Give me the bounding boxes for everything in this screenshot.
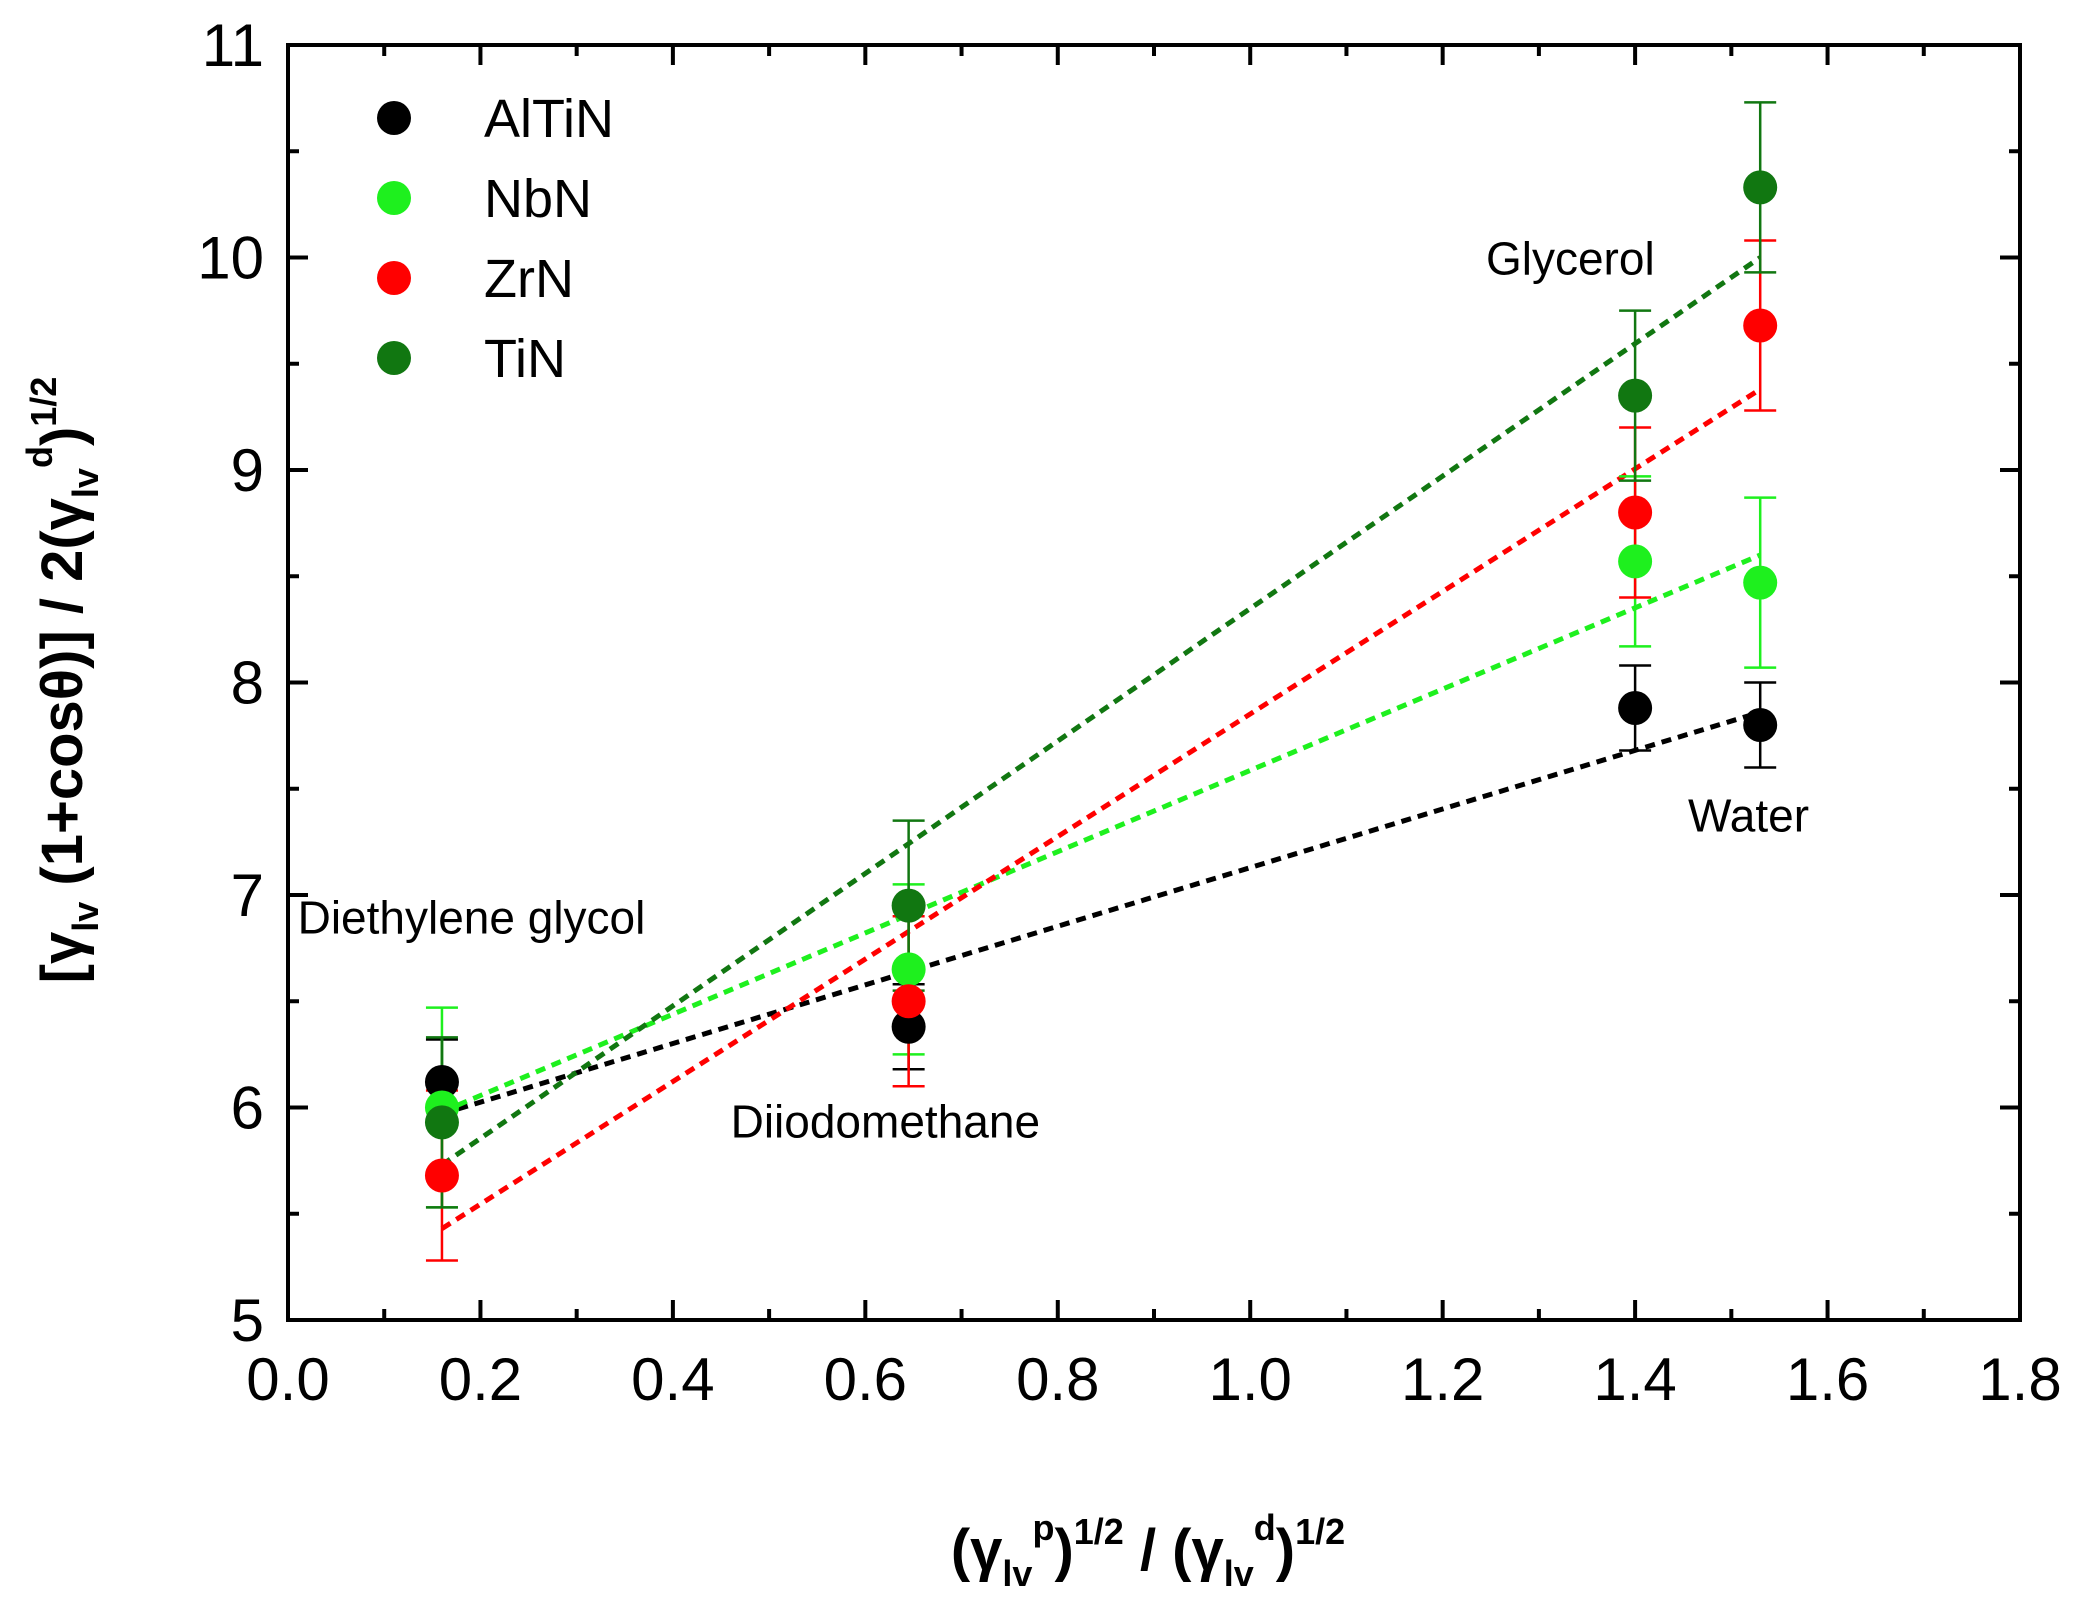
data-points [424,170,1778,1193]
x-tick-label: 0.6 [824,1346,907,1413]
point-zrn [1743,308,1778,343]
legend-marker-zrn [377,261,411,295]
point-tin [1743,170,1778,205]
point-altin [1743,708,1778,742]
x-tick-label: 1.2 [1401,1346,1484,1413]
point-zrn [891,984,926,1019]
x-tick-label: 0.8 [1016,1346,1099,1413]
point-nbn [1618,544,1653,579]
point-altin [891,1009,926,1044]
fit-line-tin [440,255,1762,1167]
y-tick-label: 10 [197,225,264,292]
x-tick-label: 1.0 [1209,1346,1292,1413]
point-tin [891,888,926,923]
x-tick-label: 0.2 [439,1346,522,1413]
fit-line-nbn [440,552,1762,1115]
y-tick-label: 8 [231,650,264,717]
legend-marker-nbn [377,181,411,215]
axes: 0.0 0.2 0.4 0.6 0.8 1.0 1.2 1.4 1.6 1.8 5 6 7 8 9 10 11 [197,12,2061,1413]
legend-marker-tin [377,341,411,375]
legend-marker-altin [377,101,411,135]
y-tick-label: 5 [231,1287,264,1354]
annotations: Diethylene glycol Diiodomethane Glycerol Wa… [298,233,1809,1148]
x-axis-title: (γlvp)1/2 / (γlvd)1/2 [951,1507,1345,1594]
point-tin [424,1105,459,1140]
legend: AlTiN NbN ZrN TiN [377,89,614,389]
annotation-label: Diethylene glycol [298,891,646,943]
y-tick-label: 11 [202,12,264,79]
point-altin [424,1065,459,1099]
point-altin [1618,691,1653,725]
legend-label-nbn: NbN [484,169,592,229]
point-zrn [424,1158,459,1193]
legend-label-zrn: ZrN [484,249,574,309]
x-tick-label: 0.0 [246,1346,329,1413]
fit-line-altin [441,709,1761,1117]
point-zrn [1618,495,1653,530]
annotation-label: Glycerol [1486,233,1655,285]
fit-lines [440,255,1762,1231]
annotation-label: Water [1688,789,1809,841]
x-tick-label: 1.4 [1593,1346,1676,1413]
legend-label-altin: AlTiN [484,89,614,149]
point-nbn [891,952,926,987]
y-tick-label: 6 [231,1075,264,1142]
point-nbn [1743,565,1778,600]
y-tick-label: 7 [231,862,264,929]
legend-label-tin: TiN [484,329,566,389]
x-tick-label: 1.6 [1786,1346,1869,1413]
annotation-label: Diiodomethane [731,1095,1040,1147]
point-tin [1618,378,1653,413]
x-tick-label: 0.4 [631,1346,714,1413]
fit-line-zrn [440,387,1762,1231]
y-tick-label: 9 [231,437,264,504]
y-axis-title: [γlv (1+cosθ)] / 2(γlvd)1/2 [19,377,106,984]
x-tick-label: 1.8 [1978,1346,2061,1413]
